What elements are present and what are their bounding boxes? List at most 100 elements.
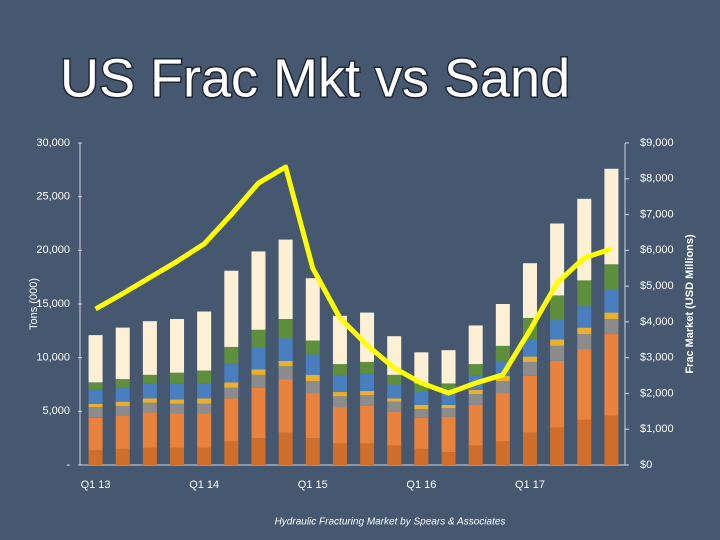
bar-segment — [170, 403, 185, 414]
bar-segment — [197, 398, 212, 404]
bar-segment — [142, 374, 157, 384]
bar-segment — [468, 445, 483, 465]
bar-segment — [115, 401, 130, 406]
bar-segment — [550, 295, 565, 321]
bar-segment — [332, 396, 347, 408]
bar-segment — [441, 404, 456, 409]
bar-segment — [224, 441, 239, 465]
bar-segment — [142, 321, 157, 375]
bar-segment — [495, 345, 510, 361]
bar-segment — [577, 306, 592, 328]
bar-segment — [251, 438, 266, 465]
bar-segment — [441, 393, 456, 405]
y-tick-label: 25,000 — [36, 191, 70, 203]
bar-segment — [142, 412, 157, 448]
bar-segment — [441, 452, 456, 465]
bar-segment — [387, 398, 402, 402]
y2-tick-label: $9,000 — [640, 137, 674, 149]
x-tick-label: Q1 16 — [406, 479, 436, 491]
bar-segment — [224, 382, 239, 388]
y-tick-label: 10,000 — [36, 352, 70, 364]
bar-segment — [387, 401, 402, 412]
bar-segment — [88, 449, 103, 465]
bar-segment — [278, 338, 293, 361]
y2-tick-label: $2,000 — [640, 387, 674, 399]
bar-segment — [224, 398, 239, 442]
bar-segment — [550, 345, 565, 361]
bar-segment — [142, 383, 157, 399]
bar-segment — [115, 415, 130, 449]
x-tick-label: Q1 17 — [515, 479, 545, 491]
y2-tick-label: $4,000 — [640, 316, 674, 328]
bar-segment — [251, 348, 266, 370]
bar-segment — [550, 360, 565, 428]
line — [94, 164, 613, 396]
bar-segment — [441, 408, 456, 417]
bar-segment — [360, 443, 375, 465]
bar-segment — [88, 389, 103, 404]
y2-tick-label: $3,000 — [640, 352, 674, 364]
bar-segment — [522, 432, 537, 465]
bar-segment — [522, 361, 537, 376]
bar-segment — [170, 447, 185, 465]
bar-segment — [468, 404, 483, 446]
bar-segment — [305, 340, 320, 355]
bar-segment — [414, 392, 429, 405]
bar-segment — [441, 416, 456, 453]
y2-tick-label: $7,000 — [640, 208, 674, 220]
y-tick-label: 30,000 — [36, 137, 70, 149]
y2-tick-label: $8,000 — [640, 173, 674, 185]
bar-segment — [278, 360, 293, 367]
source-note: Hydraulic Fracturing Market by Spears & … — [275, 517, 506, 528]
bar-segment — [115, 405, 130, 416]
bar-segment — [604, 264, 619, 291]
bar-segment — [170, 399, 185, 404]
y-tick-label: 20,000 — [36, 244, 70, 256]
bar-segment — [197, 447, 212, 465]
bar-segment — [495, 304, 510, 346]
bar-segment — [387, 445, 402, 465]
bar-segment — [305, 374, 320, 382]
bar-segment — [468, 389, 483, 395]
bar-segment — [305, 354, 320, 375]
bar-segment — [604, 334, 619, 416]
bar-segment — [387, 374, 402, 385]
bar-segment — [88, 382, 103, 390]
bar-segment — [278, 366, 293, 380]
bar-segment — [115, 379, 130, 388]
bar-segment — [360, 361, 375, 374]
bar-segment — [522, 356, 537, 362]
bar-segment — [441, 383, 456, 394]
bar-segment — [278, 379, 293, 433]
bar-segment — [522, 263, 537, 318]
y-tick-label: - — [66, 459, 70, 471]
bar-segment — [332, 443, 347, 465]
bar-segment — [251, 387, 266, 439]
bar-segment — [88, 403, 103, 408]
bar-segment — [332, 315, 347, 365]
bar-segment — [387, 411, 402, 446]
bar-segment — [224, 364, 239, 383]
bar-segment — [170, 372, 185, 384]
y2-tick-label: $6,000 — [640, 244, 674, 256]
bar-segment — [197, 383, 212, 399]
bar-segment — [387, 384, 402, 399]
bar-segment — [142, 402, 157, 413]
bar-segment — [88, 407, 103, 418]
bar-segment — [604, 312, 619, 320]
y-tick-label: 15,000 — [36, 298, 70, 310]
bar-segment — [577, 327, 592, 335]
bar-segment — [115, 448, 130, 465]
bar-segment — [332, 364, 347, 375]
y2-tick-label: $0 — [640, 459, 652, 471]
bar-segment — [278, 319, 293, 339]
y2-tick-label: $5,000 — [640, 280, 674, 292]
bar-segment — [604, 319, 619, 335]
bar-segment — [577, 198, 592, 281]
bar-segment — [495, 375, 510, 382]
x-tick-label: Q1 13 — [81, 479, 111, 491]
bar-segment — [577, 280, 592, 307]
bar-segment — [170, 413, 185, 448]
bar-segment — [332, 392, 347, 397]
